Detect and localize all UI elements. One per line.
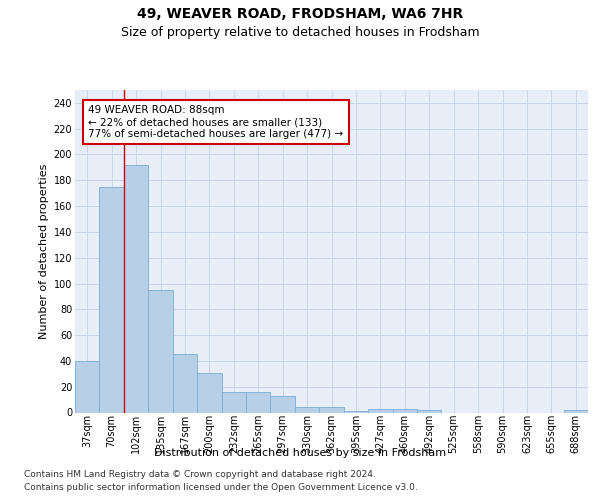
Text: Distribution of detached houses by size in Frodsham: Distribution of detached houses by size … <box>154 448 446 458</box>
Text: Contains HM Land Registry data © Crown copyright and database right 2024.: Contains HM Land Registry data © Crown c… <box>24 470 376 479</box>
Bar <box>417 410 442 412</box>
Bar <box>392 408 417 412</box>
Bar <box>148 290 173 412</box>
Bar <box>271 396 295 412</box>
Text: 49 WEAVER ROAD: 88sqm
← 22% of detached houses are smaller (133)
77% of semi-det: 49 WEAVER ROAD: 88sqm ← 22% of detached … <box>88 106 344 138</box>
Text: Contains public sector information licensed under the Open Government Licence v3: Contains public sector information licen… <box>24 484 418 492</box>
Bar <box>221 392 246 412</box>
Bar <box>319 408 344 412</box>
Bar <box>124 165 148 412</box>
Text: 49, WEAVER ROAD, FRODSHAM, WA6 7HR: 49, WEAVER ROAD, FRODSHAM, WA6 7HR <box>137 8 463 22</box>
Bar <box>368 408 392 412</box>
Bar <box>197 372 221 412</box>
Bar <box>246 392 271 412</box>
Bar <box>100 186 124 412</box>
Bar <box>344 411 368 412</box>
Bar <box>75 361 100 412</box>
Bar <box>173 354 197 412</box>
Bar <box>295 408 319 412</box>
Bar <box>563 410 588 412</box>
Text: Size of property relative to detached houses in Frodsham: Size of property relative to detached ho… <box>121 26 479 39</box>
Y-axis label: Number of detached properties: Number of detached properties <box>40 164 49 339</box>
